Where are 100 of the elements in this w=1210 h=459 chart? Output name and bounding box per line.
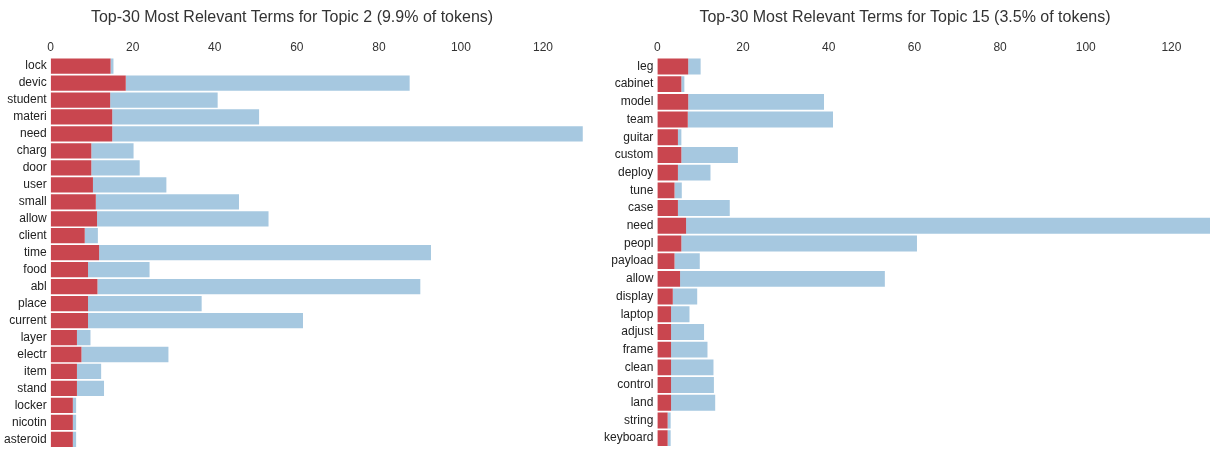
y-tick-label: cabinet [614, 76, 655, 91]
bar [50, 295, 89, 312]
bar [81, 346, 169, 363]
bar [657, 58, 689, 75]
y-tick-label: model [620, 94, 654, 109]
y-tick-label: food [23, 261, 47, 276]
y-tick-label: payload [611, 253, 654, 268]
y-tick-label: keyboard [603, 430, 654, 445]
bar [657, 323, 672, 340]
y-tick-label: peopl [623, 235, 654, 250]
y-tick-label: charg [16, 143, 47, 158]
bar [50, 312, 89, 329]
y-tick-label: custom [614, 147, 654, 162]
x-tick-label: 40 [208, 39, 222, 54]
y-tick-label: layer [20, 329, 47, 344]
bar [72, 397, 77, 414]
y-tick-label: display [616, 288, 654, 303]
y-tick-label: control [617, 377, 654, 392]
bar [97, 211, 269, 227]
y-tick-label: asteroid [3, 431, 47, 446]
bar [657, 200, 678, 217]
y-tick-label: lock [25, 58, 48, 73]
bar [677, 200, 730, 217]
y-tick-label: client [18, 228, 48, 243]
x-tick-label: 100 [1075, 39, 1097, 54]
bar [72, 414, 77, 430]
y-tick-label: nicotin [12, 414, 47, 429]
bar [657, 76, 682, 93]
bar [680, 270, 885, 287]
y-tick-label: student [7, 92, 48, 107]
bar [687, 111, 834, 128]
bar [50, 346, 82, 363]
x-tick-label: 20 [736, 39, 751, 54]
bar [99, 245, 431, 261]
bar [76, 380, 105, 397]
y-tick-label: item [24, 363, 47, 378]
bar [681, 76, 685, 93]
y-tick-label: current [9, 312, 48, 327]
x-tick-label: 80 [372, 39, 386, 54]
y-tick-label: guitar [623, 129, 654, 144]
y-tick-label: deploy [617, 164, 654, 179]
bar [688, 93, 825, 110]
bar [671, 323, 705, 340]
chart-title: Top-30 Most Relevant Terms for Topic 2 (9.9% of tokens) [90, 8, 494, 26]
bar [72, 431, 77, 447]
x-tick-label: 20 [126, 39, 140, 54]
bar [657, 253, 675, 270]
y-tick-label: team [626, 111, 654, 126]
bar [95, 194, 239, 210]
bar [50, 228, 85, 244]
bar [88, 312, 303, 329]
bar [97, 279, 421, 295]
x-tick-label: 60 [290, 39, 304, 54]
y-tick-label: tune [630, 182, 654, 197]
bar [50, 397, 73, 414]
bar [88, 262, 150, 278]
y-tick-label: allow [626, 271, 654, 286]
bar [667, 430, 671, 447]
y-tick-label: case [628, 200, 654, 215]
y-tick-label: need [626, 218, 654, 233]
y-tick-label: leg [637, 58, 654, 73]
bar [657, 146, 682, 163]
y-tick-label: allow [19, 211, 48, 226]
bar [671, 394, 716, 411]
x-tick-label: 0 [47, 39, 55, 54]
bar [50, 329, 77, 346]
y-tick-label: laptop [620, 306, 654, 321]
bar [88, 295, 202, 312]
bar [50, 211, 98, 227]
y-tick-label: frame [622, 341, 654, 356]
bar [50, 279, 98, 295]
y-tick-label: electr [17, 346, 47, 361]
bar [681, 146, 738, 163]
y-tick-label: user [23, 177, 47, 192]
y-tick-label: abl [30, 278, 47, 293]
x-tick-label: 0 [654, 39, 662, 54]
y-tick-label: string [624, 412, 654, 427]
bar [667, 412, 671, 429]
bar [688, 58, 701, 75]
bar [50, 363, 77, 380]
chart-title: Top-30 Most Relevant Terms for Topic 15 (3.5% of tokens) [699, 8, 1111, 26]
bar [84, 228, 98, 244]
bar [50, 194, 96, 210]
bar [657, 377, 672, 394]
bar [50, 262, 89, 278]
x-tick-label: 120 [1161, 39, 1182, 54]
y-tick-label: door [22, 160, 47, 175]
y-tick-label: materi [13, 109, 47, 124]
bar [76, 329, 91, 346]
y-tick-label: clean [624, 359, 654, 374]
bar [50, 414, 73, 430]
bar [671, 377, 714, 394]
y-tick-label: need [19, 126, 47, 141]
x-tick-label: 80 [993, 39, 1008, 54]
bar [674, 253, 700, 270]
y-tick-label: time [24, 245, 48, 260]
x-tick-label: 60 [907, 39, 922, 54]
y-tick-label: place [18, 295, 48, 310]
y-tick-label: land [630, 395, 654, 410]
x-tick-label: 120 [532, 39, 554, 54]
